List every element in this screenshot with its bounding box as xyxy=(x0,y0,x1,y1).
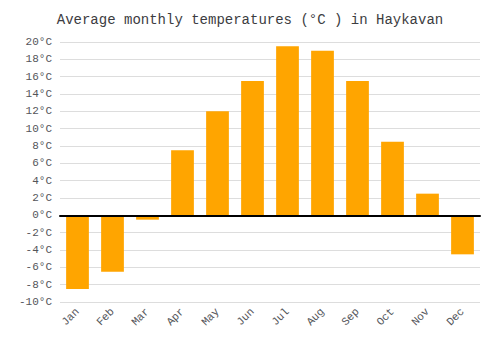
svg-text:12°C: 12°C xyxy=(26,105,53,117)
svg-text:May: May xyxy=(199,305,222,328)
svg-text:Jul: Jul xyxy=(269,306,291,328)
svg-text:20°C: 20°C xyxy=(26,36,53,48)
svg-text:6°C: 6°C xyxy=(32,157,52,169)
svg-text:Feb: Feb xyxy=(94,306,116,328)
svg-text:Average monthly temperatures (: Average monthly temperatures (°C ) in Ha… xyxy=(57,12,443,28)
svg-text:Aug: Aug xyxy=(304,306,326,328)
svg-text:10°C: 10°C xyxy=(26,123,53,135)
svg-text:0°C: 0°C xyxy=(32,209,52,221)
svg-text:Nov: Nov xyxy=(409,305,432,328)
svg-text:Jun: Jun xyxy=(234,306,256,328)
svg-text:Apr: Apr xyxy=(164,306,186,328)
svg-text:16°C: 16°C xyxy=(26,71,53,83)
svg-text:Mar: Mar xyxy=(129,306,151,328)
svg-text:Dec: Dec xyxy=(444,306,466,328)
svg-text:8°C: 8°C xyxy=(32,140,52,152)
svg-text:-6°C: -6°C xyxy=(26,261,53,273)
svg-text:-8°C: -8°C xyxy=(26,279,53,291)
svg-text:Sep: Sep xyxy=(339,306,361,328)
svg-text:-2°C: -2°C xyxy=(26,227,53,239)
svg-text:-4°C: -4°C xyxy=(26,244,53,256)
svg-text:4°C: 4°C xyxy=(32,175,52,187)
svg-text:14°C: 14°C xyxy=(26,88,53,100)
svg-text:Oct: Oct xyxy=(374,306,396,328)
svg-text:2°C: 2°C xyxy=(32,192,52,204)
svg-text:Jan: Jan xyxy=(59,306,81,328)
svg-text:-10°C: -10°C xyxy=(19,296,52,308)
svg-text:18°C: 18°C xyxy=(26,53,53,65)
